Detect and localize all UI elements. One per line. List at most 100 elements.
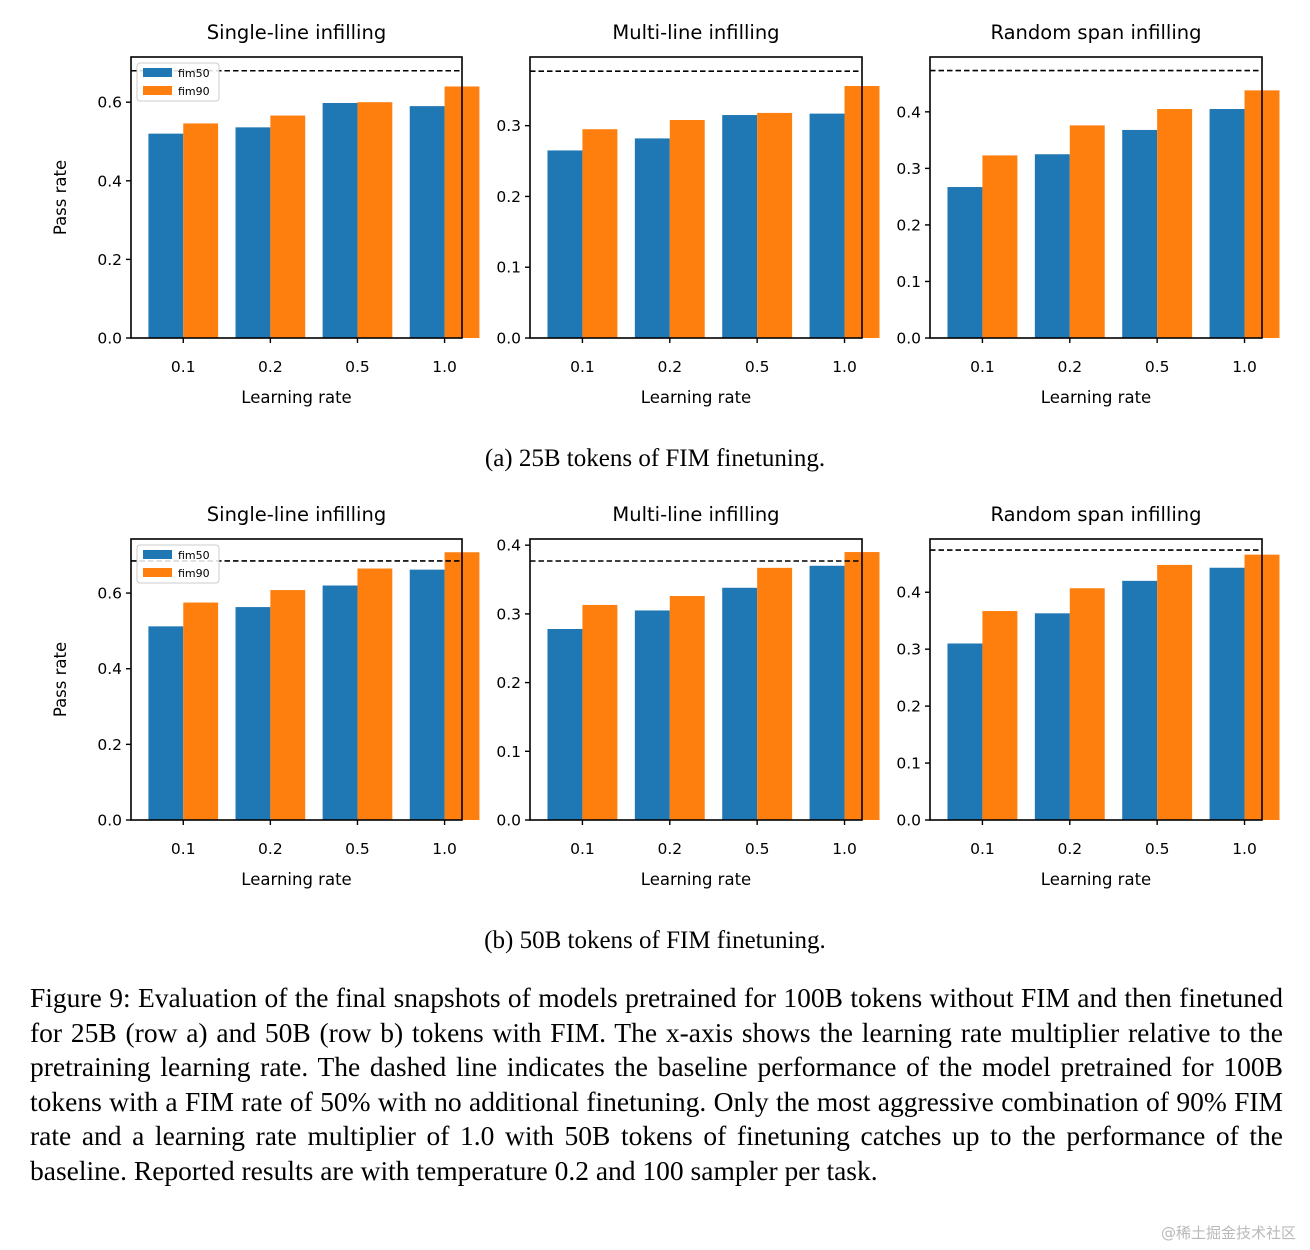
axes-frame (130, 538, 463, 821)
y-tick-label: 0.0 (496, 812, 521, 830)
x-tick-label: 0.1 (970, 358, 995, 376)
x-tick-label: 1.0 (1232, 358, 1257, 376)
chart-title: Multi-line infilling (612, 503, 779, 526)
x-tick-label: 0.2 (657, 358, 682, 376)
legend: fim50 fim90 (136, 544, 220, 584)
x-tick-label: 0.5 (1145, 358, 1170, 376)
y-tick-label: 0.0 (496, 330, 521, 348)
bar-fim90-0.2 (669, 596, 705, 820)
x-tick-label: 0.2 (258, 840, 283, 858)
bar-fim50-0.5 (1122, 129, 1158, 338)
y-tick-label: 0.0 (896, 812, 921, 830)
legend-label-fim90: fim90 (178, 85, 210, 98)
chart-panel-a-2: 0.0 0.1 0.2 0.3 0.1 0.2 0.5 1.0 Multi-line infil… (496, 21, 880, 407)
bar-fim50-0.2 (634, 610, 670, 820)
bar-fim90-0.1 (582, 604, 618, 820)
y-tick-label: 0.3 (496, 117, 521, 135)
bar-fim50-0.1 (547, 150, 583, 338)
chart-title: Multi-line infilling (612, 21, 779, 44)
y-tick-label: 0.2 (496, 188, 521, 206)
x-tick-label: 1.0 (1232, 840, 1257, 858)
bar-fim90-0.5 (757, 112, 793, 338)
bar-fim90-0.2 (1069, 588, 1105, 820)
chart-panel-b-1: 0.0 0.2 0.4 0.6 0.1 0.2 0.5 1.0 Single-line infi… (51, 503, 480, 889)
axes-frame (130, 56, 463, 339)
x-tick-label: 0.1 (570, 358, 595, 376)
x-axis-label: Learning rate (1041, 870, 1151, 889)
bar-fim50-1.0 (809, 113, 845, 339)
chart-panel-b-2: 0.0 0.1 0.2 0.3 0.4 0.1 0.2 0.5 1.0 Multi-line in… (496, 503, 880, 889)
y-tick-label: 0.4 (496, 537, 521, 555)
bar-fim90-0.2 (270, 590, 306, 820)
y-tick-label: 0.4 (97, 172, 122, 190)
y-tick-label: 0.0 (896, 330, 921, 348)
x-axis-label: Learning rate (241, 870, 351, 889)
x-tick-label: 0.1 (970, 840, 995, 858)
axes-frame (529, 56, 863, 339)
bar-fim90-0.5 (1157, 564, 1193, 820)
bar-fim90-0.1 (183, 123, 219, 338)
chart-panel-a-1: 0.0 0.2 0.4 0.6 0.1 0.2 0.5 1.0 Single-line infi… (51, 21, 480, 407)
x-tick-label: 1.0 (832, 840, 857, 858)
bar-fim50-0.1 (148, 133, 184, 338)
x-tick-label: 0.5 (745, 358, 770, 376)
x-tick-label: 0.2 (258, 358, 283, 376)
bar-fim90-0.2 (669, 119, 705, 339)
bar-fim90-0.2 (1069, 125, 1105, 338)
y-tick-label: 0.2 (496, 674, 521, 692)
bar-fim50-0.2 (1034, 154, 1070, 338)
legend-swatch-fim50 (143, 550, 172, 559)
bar-fim50-0.1 (547, 629, 583, 820)
y-tick-label: 0.1 (896, 273, 921, 291)
axes-frame (929, 538, 1263, 821)
bar-fim50-0.5 (1122, 580, 1158, 820)
y-tick-label: 0.1 (496, 259, 521, 277)
y-tick-label: 0.4 (896, 584, 921, 602)
subcaption-a: (a) 25B tokens of FIM finetuning. (484, 445, 826, 472)
y-tick-label: 0.6 (97, 94, 122, 112)
x-axis-label: Learning rate (641, 388, 751, 407)
bar-fim90-0.1 (982, 611, 1018, 820)
y-axis-label: Pass rate (51, 160, 70, 235)
x-tick-label: 0.5 (345, 358, 370, 376)
y-axis-label: Pass rate (51, 642, 70, 717)
y-tick-label: 0.6 (97, 585, 122, 603)
y-tick-label: 0.0 (97, 812, 122, 830)
x-tick-label: 0.1 (171, 358, 196, 376)
x-tick-label: 0.1 (171, 840, 196, 858)
chart-title: Single-line infilling (207, 503, 386, 526)
chart-panel-a-3: 0.0 0.1 0.2 0.3 0.4 0.1 0.2 0.5 1.0 Random span i… (896, 21, 1280, 407)
x-tick-label: 1.0 (832, 358, 857, 376)
legend-swatch-fim50 (143, 68, 172, 77)
y-tick-label: 0.2 (896, 216, 921, 234)
legend-label-fim50: fim50 (178, 549, 210, 562)
bar-fim50-0.5 (722, 587, 758, 820)
bar-fim50-0.2 (235, 607, 271, 820)
x-axis-label: Learning rate (241, 388, 351, 407)
x-axis-label: Learning rate (641, 870, 751, 889)
x-tick-label: 1.0 (432, 358, 457, 376)
bar-fim90-0.5 (357, 102, 393, 338)
bar-fim50-0.5 (322, 102, 358, 338)
bar-fim50-0.5 (722, 115, 758, 338)
x-axis-label: Learning rate (1041, 388, 1151, 407)
watermark: @稀土掘金技术社区 (1160, 1224, 1296, 1242)
bar-fim50-1.0 (409, 569, 445, 820)
x-tick-label: 1.0 (432, 840, 457, 858)
legend-label-fim90: fim90 (178, 567, 210, 580)
chart-title: Random span infilling (990, 503, 1201, 526)
bar-fim90-0.5 (1157, 109, 1193, 339)
legend: fim50 fim90 (136, 62, 220, 102)
y-tick-label: 0.4 (97, 660, 122, 678)
x-tick-label: 0.5 (345, 840, 370, 858)
y-tick-label: 0.1 (496, 743, 521, 761)
bar-fim50-0.1 (947, 643, 983, 820)
bar-fim50-0.1 (148, 626, 184, 820)
bar-fim50-1.0 (809, 565, 845, 820)
bar-fim50-1.0 (1209, 109, 1245, 339)
x-tick-label: 0.2 (657, 840, 682, 858)
bar-fim90-0.1 (582, 129, 618, 338)
axes-frame (529, 538, 863, 821)
y-tick-label: 0.4 (896, 103, 921, 121)
bar-fim50-0.2 (1034, 613, 1070, 820)
